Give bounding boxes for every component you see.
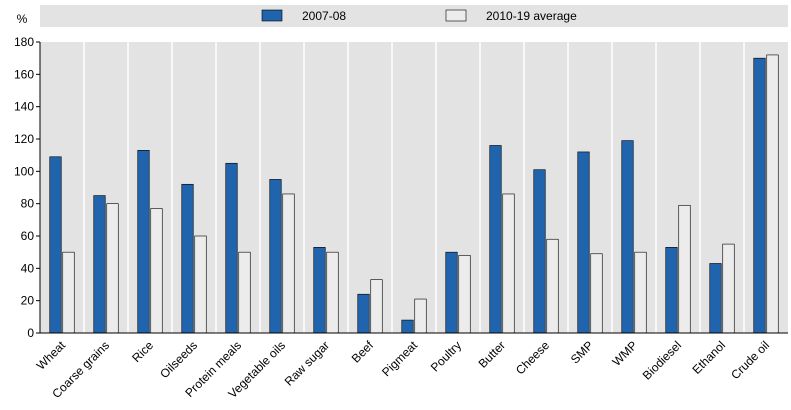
x-tick-label: Oilseeds bbox=[157, 338, 200, 381]
legend-label: 2010-19 average bbox=[486, 9, 577, 23]
bar-series2 bbox=[238, 251, 251, 334]
bar-series1 bbox=[225, 162, 238, 334]
y-axis-label: % bbox=[17, 12, 28, 26]
x-tick-label: Pigmeat bbox=[379, 338, 420, 379]
bar-series1 bbox=[445, 251, 458, 334]
y-tick-label: 40 bbox=[21, 261, 35, 275]
bar-series2 bbox=[722, 243, 735, 334]
x-tick-label: Beef bbox=[349, 338, 377, 366]
x-tick-label: Rice bbox=[129, 338, 156, 365]
bar-series2 bbox=[458, 255, 471, 334]
bar-series2 bbox=[326, 251, 339, 334]
x-tick-label: Butter bbox=[476, 338, 509, 371]
x-tick-label: Raw sugar bbox=[282, 338, 332, 388]
y-tick-label: 0 bbox=[27, 326, 34, 340]
y-tick-label: 180 bbox=[14, 35, 34, 49]
bar-series2 bbox=[150, 208, 163, 334]
x-tick-label: Biodiesel bbox=[640, 338, 684, 382]
bar-series1 bbox=[533, 169, 546, 334]
bar-series2 bbox=[106, 203, 119, 334]
bar-series2 bbox=[194, 235, 207, 334]
bar-series1 bbox=[313, 247, 326, 334]
bar-series1 bbox=[665, 247, 678, 334]
bar-series2 bbox=[590, 253, 603, 334]
bar-series2 bbox=[282, 193, 295, 334]
y-axis: 0 20 40 60 80 100 120 140 160 180 bbox=[14, 35, 41, 340]
legend-swatch bbox=[261, 9, 283, 22]
plot-area bbox=[40, 42, 788, 333]
bars bbox=[49, 54, 779, 334]
y-tick-label: 80 bbox=[21, 197, 35, 211]
bar-series1 bbox=[489, 145, 502, 334]
bar-series1 bbox=[269, 179, 282, 334]
legend-swatch bbox=[445, 9, 467, 22]
x-tick-label: Wheat bbox=[34, 338, 69, 373]
bar-series2 bbox=[62, 251, 75, 334]
y-tick-label: 140 bbox=[14, 100, 34, 114]
grid-lines bbox=[83, 42, 745, 333]
bar-series1 bbox=[709, 263, 722, 334]
y-tick-label: 60 bbox=[21, 229, 35, 243]
x-tick-label: SMP bbox=[568, 338, 596, 366]
bar-series1 bbox=[357, 293, 370, 334]
bar-series1 bbox=[93, 195, 106, 334]
y-tick-label: 100 bbox=[14, 164, 34, 178]
x-tick-label: Poultry bbox=[428, 338, 464, 374]
x-tick-label: Cheese bbox=[513, 338, 552, 377]
y-tick-label: 120 bbox=[14, 132, 34, 146]
bar-series2 bbox=[502, 193, 515, 334]
bar-series1 bbox=[577, 151, 590, 334]
bar-series1 bbox=[49, 156, 62, 334]
bar-series2 bbox=[370, 279, 383, 334]
y-tick-label: 20 bbox=[21, 294, 35, 308]
bar-series1 bbox=[137, 150, 150, 334]
bar-series1 bbox=[621, 140, 634, 334]
bar-series1 bbox=[401, 319, 414, 334]
x-tick-label: WMP bbox=[609, 338, 640, 369]
bar-series2 bbox=[766, 54, 779, 334]
legend-label: 2007-08 bbox=[302, 9, 346, 23]
bar-series2 bbox=[414, 298, 427, 334]
legend: 2007-08 2010-19 average bbox=[261, 9, 577, 23]
bar-series2 bbox=[678, 204, 691, 334]
bar-series2 bbox=[546, 238, 559, 334]
bar-series1 bbox=[181, 183, 194, 334]
x-tick-label: Ethanol bbox=[689, 338, 728, 377]
x-tick-label: Crude oil bbox=[728, 338, 772, 382]
legend-band bbox=[40, 5, 788, 27]
bar-series1 bbox=[753, 57, 766, 334]
y-tick-label: 160 bbox=[14, 67, 34, 81]
bar-series2 bbox=[634, 251, 647, 334]
